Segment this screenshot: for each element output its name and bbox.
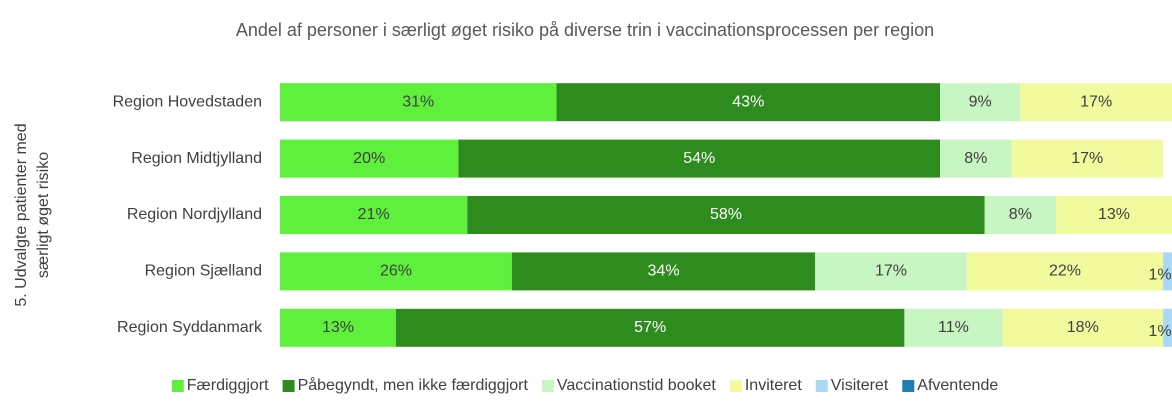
data-label: 57% — [634, 319, 666, 336]
legend-label: Påbegyndt, men ikke færdiggjort — [298, 376, 529, 394]
data-label: 17% — [1071, 150, 1103, 167]
legend-label: Visiteret — [831, 377, 889, 394]
bar-segment — [280, 83, 557, 122]
legend-marker — [282, 380, 295, 392]
bar-segment — [511, 252, 816, 291]
y-tick-label: Region Nordjylland — [127, 206, 262, 223]
data-label: 13% — [1098, 206, 1130, 223]
data-label: 43% — [732, 93, 764, 110]
bar-segment — [1011, 139, 1164, 178]
bar-segment — [395, 308, 905, 347]
legend-marker — [541, 380, 554, 392]
bar-segment — [1163, 252, 1172, 291]
bar-segment — [940, 139, 1012, 178]
legend-label: Vaccinationstid booket — [557, 377, 716, 394]
y-tick-label: Region Hovedstaden — [113, 93, 262, 110]
data-label: 1% — [1148, 267, 1171, 284]
bar-segment — [1002, 308, 1164, 347]
y-tick-label: Region Syddanmark — [117, 319, 263, 336]
y-tick-label: Region Sjælland — [145, 263, 262, 280]
legend-marker — [729, 380, 742, 392]
bar-segment — [1163, 308, 1172, 347]
data-label: 31% — [402, 93, 434, 110]
data-label: 22% — [1049, 263, 1081, 280]
legend-marker — [902, 380, 915, 392]
bar-segment — [1056, 196, 1172, 234]
legend-marker — [815, 380, 828, 392]
legend-marker — [171, 380, 184, 392]
bar-segment — [966, 252, 1164, 291]
bar-segment — [467, 196, 985, 234]
data-label: 9% — [969, 93, 992, 110]
bar-segment — [1020, 83, 1172, 122]
bar-segment — [556, 83, 941, 122]
data-label: 26% — [380, 263, 412, 280]
bar-segment — [280, 308, 396, 347]
data-label: 54% — [683, 150, 715, 167]
data-label: 20% — [353, 150, 385, 167]
bar-segment — [984, 196, 1057, 234]
legend-label: Færdiggjort — [187, 377, 269, 394]
data-label: 8% — [1009, 206, 1032, 223]
bar-segment — [940, 83, 1021, 122]
data-label: 8% — [964, 150, 987, 167]
bar-segment — [280, 139, 459, 178]
y-axis-label: særligt øget risiko — [35, 152, 52, 278]
data-label: 11% — [938, 319, 969, 336]
bar-segment — [458, 139, 941, 178]
y-tick-label: Region Midtjylland — [131, 150, 262, 167]
bar-segment — [904, 308, 1003, 347]
data-label: 13% — [322, 319, 354, 336]
data-label: 17% — [1080, 93, 1112, 110]
data-label: 1% — [1148, 323, 1171, 340]
y-axis-label: 5. Udvalgte patienter med — [13, 123, 30, 306]
legend-label: Inviteret — [745, 377, 802, 394]
data-label: 34% — [648, 263, 680, 280]
data-label: 58% — [710, 206, 742, 223]
data-label: 18% — [1067, 319, 1099, 336]
bar-segment — [815, 252, 967, 291]
chart-title: Andel af personer i særligt øget risiko … — [236, 20, 934, 40]
legend-label: Afventende — [917, 377, 998, 394]
bar-segment — [280, 252, 512, 291]
data-label: 21% — [358, 206, 390, 223]
bar-segment — [280, 196, 468, 234]
data-label: 17% — [875, 263, 907, 280]
